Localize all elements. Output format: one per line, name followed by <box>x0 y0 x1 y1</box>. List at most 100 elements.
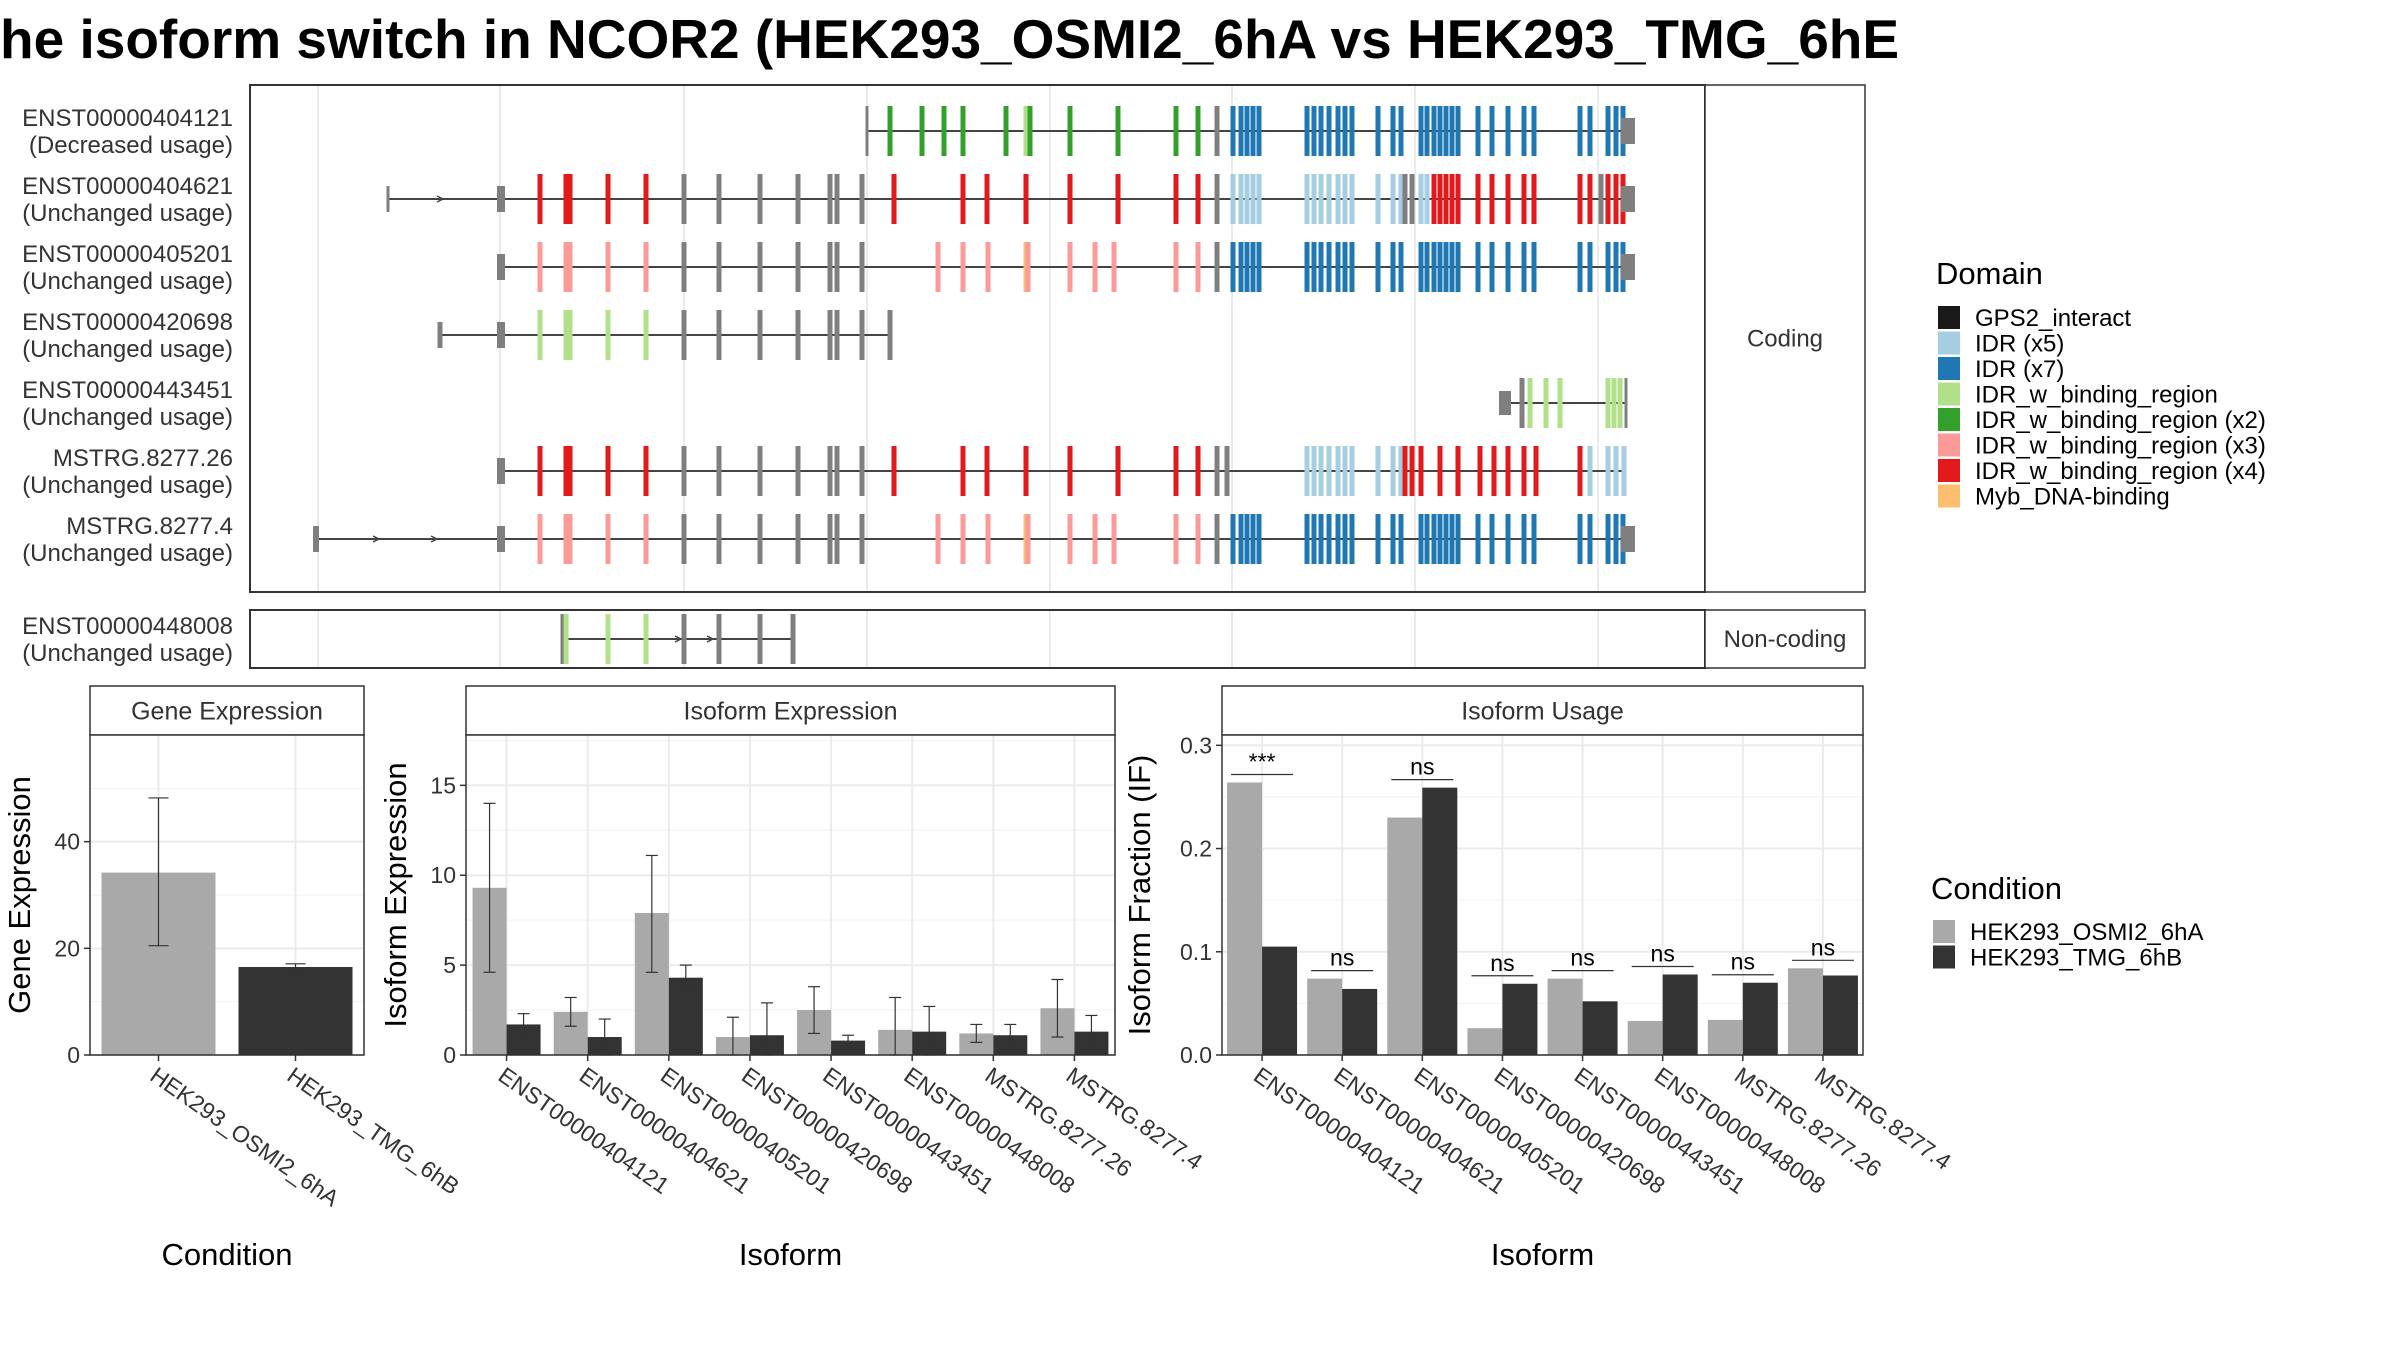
transcript-usage-label: (Unchanged usage) <box>22 472 233 499</box>
exon-mark <box>681 310 687 360</box>
exon-mark <box>827 242 833 292</box>
exon-mark <box>1605 174 1611 224</box>
noncoding-panel-border <box>249 609 1706 669</box>
exon-mark <box>1195 514 1201 564</box>
exon-mark <box>1304 174 1310 224</box>
y-tick-label: 10 <box>430 862 456 888</box>
exon-mark <box>1250 514 1256 564</box>
bar <box>1742 982 1778 1055</box>
exon-mark <box>1335 106 1341 156</box>
exon-mark <box>1318 242 1324 292</box>
exon-mark <box>1390 106 1396 156</box>
exon-mark <box>567 446 573 496</box>
isoform-usage-chart: Isoform Usage 0.0 0.1 0.2 0.3 *** ns ns ns ns ns ns… <box>1122 685 1956 1272</box>
exon-mark <box>1475 514 1481 564</box>
direction-arrow <box>674 635 683 643</box>
transcript-usage-label: (Unchanged usage) <box>22 336 233 363</box>
exon-mark <box>1398 514 1404 564</box>
exon-mark <box>1224 446 1230 496</box>
legend-swatch <box>1938 306 1960 329</box>
exon-mark <box>1092 514 1098 564</box>
exon-mark <box>935 514 941 564</box>
exon-mark <box>1304 446 1310 496</box>
exon-mark <box>795 446 801 496</box>
exon-mark <box>1349 174 1355 224</box>
exon-mark <box>1025 514 1031 564</box>
exon-mark <box>1214 514 1220 564</box>
exon-mark <box>1431 106 1437 156</box>
exon-mark <box>1477 446 1483 496</box>
exon-mark <box>1424 106 1430 156</box>
exon-mark <box>1587 514 1593 564</box>
exon-mark <box>1375 242 1381 292</box>
exon-mark <box>859 446 865 496</box>
exon-mark <box>1092 242 1098 292</box>
exon-mark <box>1238 242 1244 292</box>
exon-mark <box>1621 446 1627 496</box>
direction-arrow <box>706 635 715 643</box>
exon-mark <box>567 174 573 224</box>
exon-mark <box>1311 446 1317 496</box>
exon-mark <box>1326 446 1332 496</box>
coding-panel-border <box>249 84 1706 593</box>
exon-mark <box>1521 106 1527 156</box>
plot-border <box>465 734 1116 1056</box>
exon-mark <box>1621 526 1635 552</box>
exon-mark <box>1349 446 1355 496</box>
exon-mark <box>1326 514 1332 564</box>
exon-mark <box>386 186 390 212</box>
exon-mark <box>1402 174 1408 224</box>
exon-mark <box>1449 174 1455 224</box>
legend-label: IDR_w_binding_region (x2) <box>1975 407 2266 434</box>
exon-mark <box>1449 106 1455 156</box>
exon-mark <box>1230 242 1236 292</box>
exon-mark <box>1437 174 1443 224</box>
exon-mark <box>1311 514 1317 564</box>
exon-mark <box>1617 378 1623 428</box>
y-axis-title: Isoform Expression <box>378 762 413 1027</box>
x-axis-title: Condition <box>162 1237 293 1272</box>
exon-mark <box>1067 242 1073 292</box>
exon-mark <box>1505 514 1511 564</box>
exon-mark <box>605 310 611 360</box>
exon-mark <box>1375 446 1381 496</box>
exon-mark <box>1613 242 1619 292</box>
bar <box>1342 988 1378 1055</box>
exon-mark <box>1304 514 1310 564</box>
exon-mark <box>757 174 763 224</box>
exon-mark <box>1326 106 1332 156</box>
exon-mark <box>985 242 991 292</box>
transcript-usage-label: (Unchanged usage) <box>22 404 233 431</box>
legend-swatch <box>1938 382 1960 406</box>
exon-mark <box>1003 106 1009 156</box>
transcript-id-label: ENST00000405201 <box>22 241 233 268</box>
exon-mark <box>834 242 840 292</box>
x-axis-title: Isoform <box>1491 1237 1594 1272</box>
exon-mark <box>1398 446 1404 496</box>
exon-mark <box>1455 446 1461 496</box>
exon-mark <box>1335 446 1341 496</box>
exon-mark <box>1475 242 1481 292</box>
significance-label: ns <box>1811 934 1835 960</box>
exon-mark <box>1318 446 1324 496</box>
transcript-id-label: ENST00000404121 <box>22 105 233 132</box>
exon-mark <box>1250 174 1256 224</box>
exon-mark <box>497 526 505 552</box>
exon-mark <box>757 310 763 360</box>
exon-mark <box>1027 106 1033 156</box>
exon-mark <box>1195 174 1201 224</box>
exon-mark <box>1173 446 1179 496</box>
exon-mark <box>859 174 865 224</box>
exon-mark <box>1250 106 1256 156</box>
plot-border <box>89 734 365 1056</box>
exon-mark <box>795 242 801 292</box>
exon-mark <box>1304 242 1310 292</box>
significance-label: *** <box>1249 748 1276 774</box>
legend-label: HEK293_TMG_6hB <box>1970 945 2182 972</box>
exon-mark <box>1527 378 1533 428</box>
exon-mark <box>795 514 801 564</box>
legend-label: IDR_w_binding_region <box>1975 382 2218 409</box>
legend-swatch <box>1933 945 1955 969</box>
exon-mark <box>716 514 722 564</box>
